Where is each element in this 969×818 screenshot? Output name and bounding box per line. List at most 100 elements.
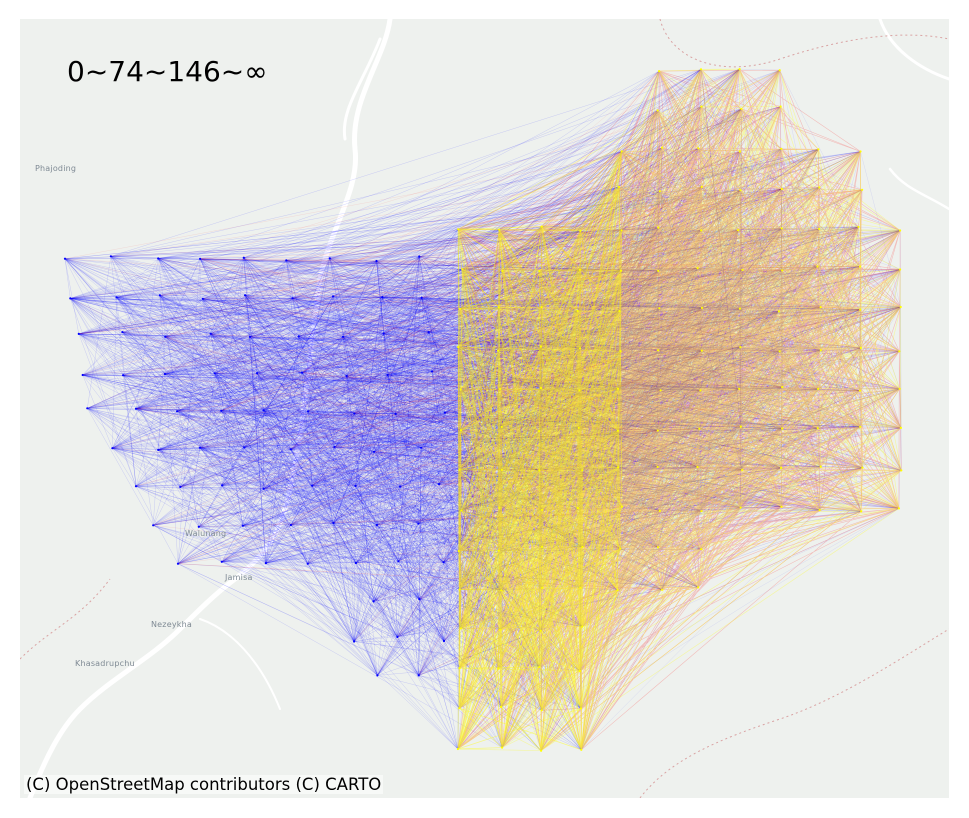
network-node	[580, 748, 583, 751]
edges-class-146-inf	[64, 68, 902, 751]
network-node	[816, 427, 819, 430]
network-node	[382, 332, 385, 335]
network-node	[457, 346, 460, 349]
network-node	[498, 628, 502, 631]
network-node	[816, 265, 819, 268]
network-node	[579, 707, 583, 710]
road-main	[27, 19, 393, 798]
network-node	[898, 387, 901, 390]
network-node	[578, 268, 582, 271]
network-node	[353, 412, 356, 415]
network-node	[616, 429, 620, 432]
road-east	[878, 19, 949, 81]
map-frame[interactable]: Phajoding Walunang Jamisa Nezeykha Khasa…	[20, 19, 949, 798]
network-node	[328, 257, 331, 260]
network-node	[418, 255, 421, 258]
network-node	[660, 146, 664, 149]
network-node	[501, 269, 504, 272]
network-node	[164, 335, 167, 338]
network-node	[458, 468, 461, 471]
network-nodes	[63, 68, 903, 752]
edges-class-0-74	[457, 68, 902, 752]
network-node	[778, 69, 781, 72]
network-node	[696, 267, 699, 270]
network-node	[700, 229, 703, 232]
network-node	[581, 545, 584, 549]
road-secondary	[342, 37, 382, 141]
network-node	[581, 469, 584, 472]
network-node	[859, 346, 862, 349]
edges-class-74-146-cross	[64, 68, 902, 676]
network-node	[819, 465, 822, 468]
network-node	[699, 389, 702, 392]
network-node	[700, 306, 704, 309]
network-node	[375, 523, 378, 527]
network-node	[618, 185, 621, 188]
network-node	[899, 305, 902, 309]
network-node	[201, 297, 204, 300]
network-node	[781, 386, 784, 389]
network-node	[458, 307, 462, 310]
network-node	[158, 294, 161, 297]
network-node	[220, 409, 223, 412]
network-node	[345, 374, 348, 378]
network-node	[122, 374, 125, 377]
network-node	[861, 188, 864, 191]
network-node	[738, 307, 742, 310]
network-node	[394, 412, 397, 415]
network-node	[738, 150, 742, 153]
network-node	[242, 256, 245, 259]
network-node	[781, 427, 784, 430]
network-node	[333, 445, 336, 448]
network-node	[500, 589, 503, 592]
network-node	[163, 372, 167, 376]
network-node	[781, 269, 784, 272]
network-node	[297, 335, 300, 338]
network-node	[443, 411, 447, 414]
network-node	[540, 749, 543, 752]
network-node	[698, 427, 701, 430]
network-node	[248, 335, 252, 338]
network-node	[63, 257, 67, 260]
network-node	[243, 446, 246, 449]
network-node	[819, 306, 822, 309]
network-node	[111, 447, 114, 450]
network-node	[497, 349, 500, 352]
network-node	[576, 506, 580, 510]
road-south	[199, 618, 281, 710]
network-node	[375, 259, 378, 263]
boundary-3	[20, 578, 111, 660]
network-node	[289, 523, 292, 527]
network-node	[897, 507, 901, 510]
network-node	[157, 257, 160, 260]
network-node	[213, 372, 216, 375]
network-node	[700, 548, 703, 551]
network-node	[700, 185, 703, 188]
network-node	[616, 589, 619, 592]
map-attribution: (C) OpenStreetMap contributors (C) CARTO	[24, 775, 384, 794]
network-node	[86, 407, 89, 410]
network-node	[500, 425, 503, 428]
network-node	[459, 429, 463, 432]
network-node	[501, 746, 504, 749]
network-node	[780, 227, 783, 230]
network-node	[264, 562, 267, 565]
network-node	[657, 226, 660, 229]
network-node	[498, 228, 501, 231]
network-node	[497, 667, 500, 670]
network-node	[620, 229, 623, 232]
network-node	[619, 350, 622, 353]
network-node	[198, 446, 202, 449]
network-node	[306, 410, 310, 413]
network-node	[459, 388, 462, 391]
network-node	[115, 296, 118, 299]
network-node	[354, 561, 357, 565]
network-node	[539, 629, 542, 632]
network-node	[817, 387, 820, 390]
network-node	[157, 448, 160, 451]
network-node	[540, 225, 543, 228]
network-node	[656, 109, 659, 112]
network-node	[176, 562, 180, 565]
network-node	[696, 465, 699, 469]
network-node	[576, 309, 579, 313]
